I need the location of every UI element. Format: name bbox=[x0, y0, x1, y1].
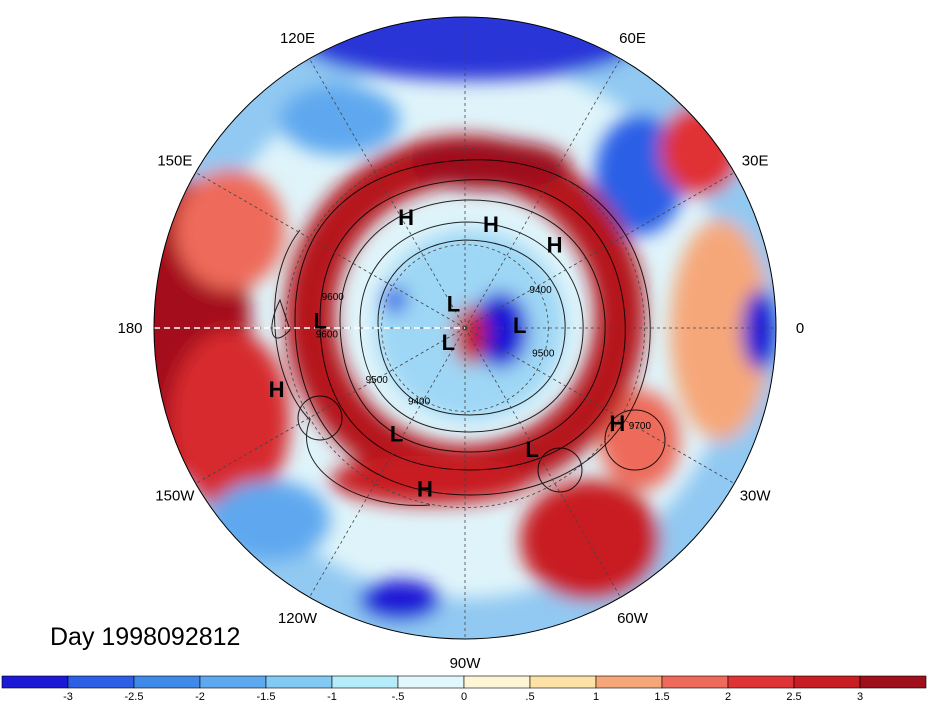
colorbar-tick-label: 2.5 bbox=[786, 691, 801, 702]
colorbar-tick-label: -1.5 bbox=[257, 691, 276, 702]
low-pressure-label: L bbox=[447, 291, 460, 316]
longitude-label: 90E bbox=[452, 0, 479, 2]
low-pressure-label: L bbox=[525, 437, 538, 462]
meridian-line bbox=[309, 58, 466, 329]
meridian-line bbox=[464, 172, 735, 329]
longitude-label: 150W bbox=[155, 488, 195, 505]
colorbar-tick-label: -3 bbox=[63, 691, 73, 702]
colorbar-tick-label: 1 bbox=[593, 691, 599, 702]
meridian-line bbox=[195, 327, 466, 484]
low-pressure-label: L bbox=[390, 421, 403, 446]
high-pressure-label: H bbox=[547, 232, 563, 257]
longitude-label: 150E bbox=[157, 153, 192, 170]
colorbar-tick-label: -2.5 bbox=[125, 691, 144, 702]
colorbar: -3 -2.5 -2 -1.5 -1 -.5 0 .5 1 1.5 2 2.5 3 bbox=[1, 675, 927, 702]
colorbar-swatch bbox=[661, 675, 729, 689]
longitude-label: 90W bbox=[450, 655, 482, 672]
low-pressure-label: L bbox=[513, 313, 526, 338]
low-pressure-label: L bbox=[313, 308, 326, 333]
longitude-labels: 90E 60E 30E 0 30W 60W 90W 120W 150W 180 150E 120E bbox=[117, 0, 804, 672]
colorbar-tick-label: 2 bbox=[725, 691, 731, 702]
colorbar-tick-label: 3 bbox=[857, 691, 863, 702]
anomaly-field bbox=[154, 17, 776, 639]
meridian-line bbox=[195, 172, 466, 329]
colorbar-tick-label: 0 bbox=[461, 691, 467, 702]
latitude-circle bbox=[381, 244, 549, 412]
colorbar-tick-label: -1 bbox=[327, 691, 337, 702]
colorbar-swatch bbox=[1, 675, 69, 689]
high-pressure-label: H bbox=[269, 377, 285, 402]
latitude-circle bbox=[285, 148, 645, 508]
colorbar-swatch bbox=[793, 675, 861, 689]
longitude-label: 120E bbox=[280, 30, 315, 47]
colorbar-tick-label: -2 bbox=[195, 691, 205, 702]
colorbar-swatch bbox=[595, 675, 663, 689]
colorbar-tick-label: .5 bbox=[525, 691, 534, 702]
meridian-line bbox=[464, 327, 621, 598]
colorbar-swatch bbox=[397, 675, 465, 689]
longitude-label: 60E bbox=[619, 30, 646, 47]
colorbar-swatch bbox=[529, 675, 597, 689]
longitude-label: 120W bbox=[278, 610, 318, 627]
contour-value-label: 9600 bbox=[322, 292, 345, 303]
contour-value-label: 9500 bbox=[366, 375, 389, 386]
colorbar-tick-label: 1.5 bbox=[654, 691, 669, 702]
colorbar-swatch bbox=[331, 675, 399, 689]
contour-value-label: 9600 bbox=[316, 330, 339, 341]
longitude-label: 60W bbox=[617, 610, 649, 627]
colorbar-tick-label: -.5 bbox=[392, 691, 405, 702]
colorbar-swatch bbox=[463, 675, 531, 689]
high-pressure-label: H bbox=[609, 411, 625, 436]
meridian-line bbox=[464, 58, 621, 329]
colorbar-swatch bbox=[265, 675, 333, 689]
map-border bbox=[153, 16, 777, 640]
colorbar-swatch bbox=[727, 675, 795, 689]
contour-value-label: 9500 bbox=[532, 349, 555, 360]
high-pressure-label: H bbox=[483, 212, 499, 237]
contour-labels: 9600 9600 9500 9400 9500 9700 9400 bbox=[316, 285, 652, 432]
day-title: Day 1998092812 bbox=[50, 623, 240, 651]
contour-value-label: 9400 bbox=[529, 285, 552, 296]
meridian-line bbox=[464, 327, 735, 484]
longitude-label: 0 bbox=[796, 320, 804, 337]
high-pressure-label: H bbox=[398, 205, 414, 230]
colorbar-swatch bbox=[199, 675, 267, 689]
longitude-label: 30W bbox=[740, 488, 772, 505]
colorbar-swatch bbox=[133, 675, 201, 689]
contour-value-label: 9700 bbox=[629, 421, 652, 432]
meridian-line bbox=[309, 327, 466, 598]
longitude-label: 30E bbox=[742, 153, 769, 170]
contour-value-label: 9400 bbox=[408, 396, 431, 407]
high-pressure-label: H bbox=[417, 476, 433, 501]
colorbar-swatch bbox=[67, 675, 135, 689]
low-pressure-label: L bbox=[442, 330, 455, 355]
colorbar-swatch bbox=[859, 675, 927, 689]
longitude-label: 180 bbox=[117, 320, 142, 337]
